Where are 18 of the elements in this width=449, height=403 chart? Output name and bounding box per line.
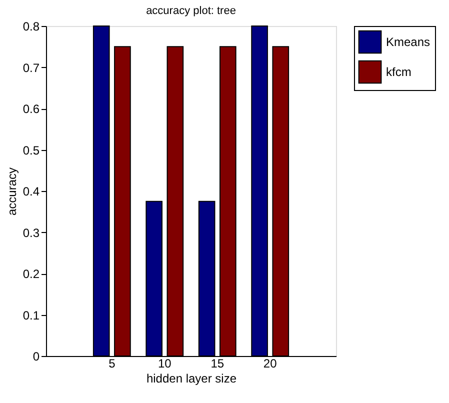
y-tick-label: 0.5 (22, 143, 40, 158)
x-tick-label: 20 (263, 356, 278, 370)
y-tick-label: 0.4 (22, 184, 40, 198)
y-tick-label: 0.2 (22, 267, 40, 281)
x-tick-label: 5 (108, 356, 116, 370)
y-tick-label: 0.3 (22, 226, 40, 240)
y-tick-label: 0.1 (22, 308, 40, 322)
y-tick-label: 0.8 (22, 20, 40, 34)
y-axis-title: accuracy (4, 167, 19, 216)
legend-label: kfcm (386, 65, 412, 79)
legend-label: Kmeans (386, 35, 430, 49)
x-tick-label: 10 (158, 356, 172, 370)
x-axis-title: hidden layer size (146, 372, 237, 386)
y-tick-label: 0 (32, 350, 40, 364)
chart-title: accuracy plot: tree (146, 5, 236, 17)
y-tick-label: 0.6 (22, 102, 40, 116)
x-tick-label: 15 (210, 356, 224, 370)
y-tick-label: 0.7 (22, 60, 40, 75)
